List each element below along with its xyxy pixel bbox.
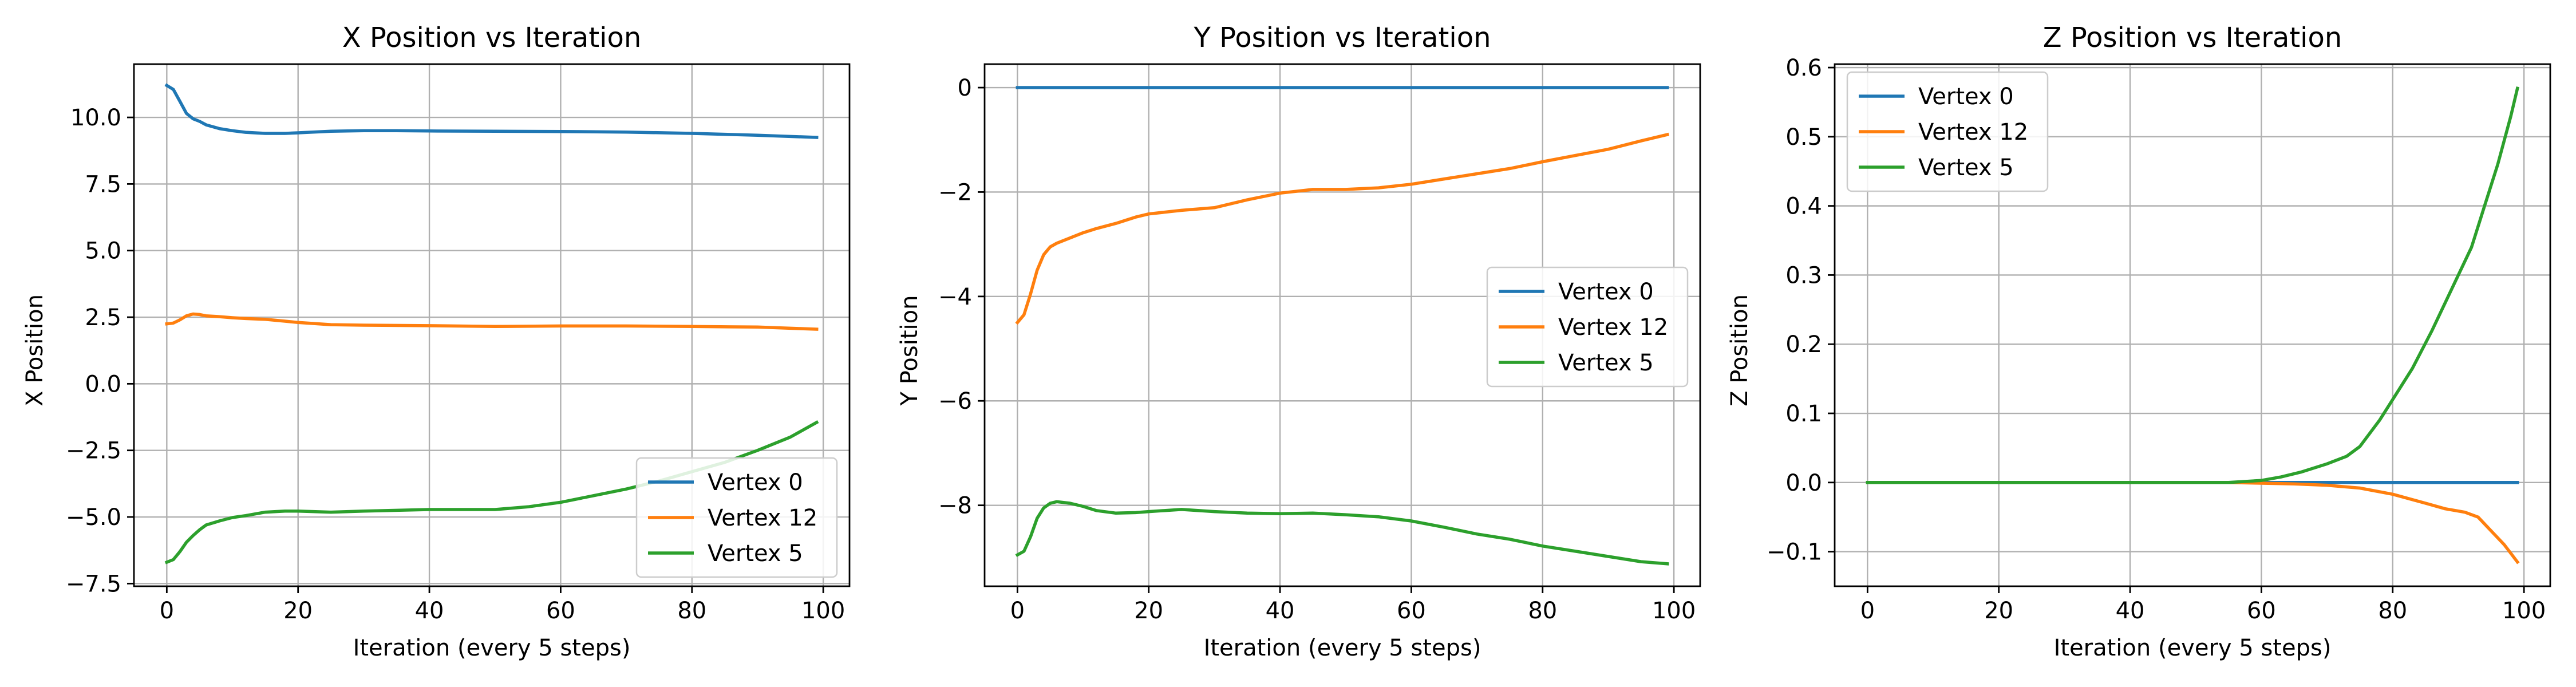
x-tick-label: 20 xyxy=(1134,598,1163,624)
series-line-vertex-5 xyxy=(1015,500,1669,566)
y-tick-label: −2.5 xyxy=(66,438,121,464)
legend-box xyxy=(1846,71,2049,192)
series-line-vertex-5 xyxy=(1866,86,2520,484)
y-tick-label: −6 xyxy=(938,388,972,414)
y-tick-label: 5.0 xyxy=(85,238,121,264)
y-axis-label: X Position xyxy=(22,294,48,406)
x-tick-label: 0 xyxy=(160,598,174,624)
y-tick-label: 2.5 xyxy=(85,305,121,331)
x-tick-label: 100 xyxy=(1652,598,1696,624)
chart-title: Z Position vs Iteration xyxy=(2043,22,2342,54)
x-tick-label: 100 xyxy=(2502,598,2546,624)
y-tick-label: −0.1 xyxy=(1767,539,1822,566)
y-tick-label: −8 xyxy=(938,493,972,519)
y-tick-label: 0.6 xyxy=(1785,55,1822,81)
legend-label: Vertex 0 xyxy=(1918,84,2014,110)
x-tick-label: 60 xyxy=(1397,598,1426,624)
y-tick-label: −7.5 xyxy=(66,571,121,597)
legend-label: Vertex 5 xyxy=(1918,155,2014,181)
y-tick-label: −4 xyxy=(938,284,972,310)
series-line-vertex-0 xyxy=(164,83,819,139)
y-tick-label: −2 xyxy=(938,179,972,206)
x-tick-label: 100 xyxy=(801,598,845,624)
y-tick-label: 0.4 xyxy=(1785,194,1822,220)
x-axis-label: Iteration (every 5 steps) xyxy=(2054,635,2332,661)
legend-label: Vertex 5 xyxy=(1558,350,1654,376)
legend: Vertex 0 Vertex 12 Vertex 5 xyxy=(1846,71,2049,192)
y-tick-label: 7.5 xyxy=(85,171,121,198)
legend-label: Vertex 0 xyxy=(1558,279,1654,305)
x-tick-label: 20 xyxy=(1984,598,2013,624)
chart-title: X Position vs Iteration xyxy=(342,22,642,54)
legend: Vertex 0 Vertex 12 Vertex 5 xyxy=(1486,266,1689,388)
legend-label: Vertex 0 xyxy=(708,469,803,496)
x-tick-label: 80 xyxy=(1528,598,1557,624)
legend-label: Vertex 12 xyxy=(1558,314,1668,341)
x-tick-label: 0 xyxy=(1860,598,1875,624)
x-tick-label: 0 xyxy=(1010,598,1025,624)
y-tick-label: 0.0 xyxy=(85,371,121,397)
series-line-vertex-12 xyxy=(165,312,819,331)
x-axis-label: Iteration (every 5 steps) xyxy=(1204,635,1481,661)
y-tick-label: 0.0 xyxy=(1785,470,1822,496)
y-tick-label: 0.1 xyxy=(1785,401,1822,427)
y-axis-label: Z Position xyxy=(1726,294,1753,406)
x-tick-label: 80 xyxy=(2378,598,2407,624)
x-axis-label: Iteration (every 5 steps) xyxy=(353,635,631,661)
legend-label: Vertex 5 xyxy=(708,540,803,567)
y-axis-label: Y Position xyxy=(896,295,923,406)
y-tick-label: 0 xyxy=(958,75,972,101)
chart-title: Y Position vs Iteration xyxy=(1194,22,1491,54)
plot-frame xyxy=(133,63,851,587)
y-tick-label: 0.5 xyxy=(1785,124,1822,151)
subplot-y-position: Y Position vs Iteration Iteration (every… xyxy=(896,22,1701,661)
x-tick-label: 40 xyxy=(2116,598,2145,624)
legend-label: Vertex 12 xyxy=(708,505,817,531)
legend: Vertex 0 Vertex 12 Vertex 5 xyxy=(635,457,838,578)
y-tick-label: 0.2 xyxy=(1785,331,1822,358)
plot-frame xyxy=(983,63,1701,587)
y-tick-label: 0.3 xyxy=(1785,262,1822,289)
y-tick-label: −5.0 xyxy=(66,504,121,531)
x-tick-label: 20 xyxy=(283,598,313,624)
x-tick-label: 60 xyxy=(546,598,575,624)
series-layer xyxy=(1015,86,1670,566)
series-line-vertex-12 xyxy=(1866,481,2520,564)
plot-frame xyxy=(1834,63,2551,587)
x-tick-label: 60 xyxy=(2247,598,2276,624)
legend-box xyxy=(1486,266,1689,388)
x-tick-label: 40 xyxy=(415,598,444,624)
series-layer xyxy=(1866,86,2520,564)
subplot-x-position: X Position vs Iteration Iteration (every… xyxy=(22,22,851,661)
legend-label: Vertex 12 xyxy=(1918,119,2028,145)
legend-box xyxy=(635,457,838,578)
x-tick-label: 80 xyxy=(677,598,706,624)
subplot-z-position: Z Position vs Iteration Iteration (every… xyxy=(1726,22,2551,661)
y-tick-label: 10.0 xyxy=(70,105,121,131)
x-tick-label: 40 xyxy=(1266,598,1295,624)
series-line-vertex-12 xyxy=(1015,132,1670,325)
